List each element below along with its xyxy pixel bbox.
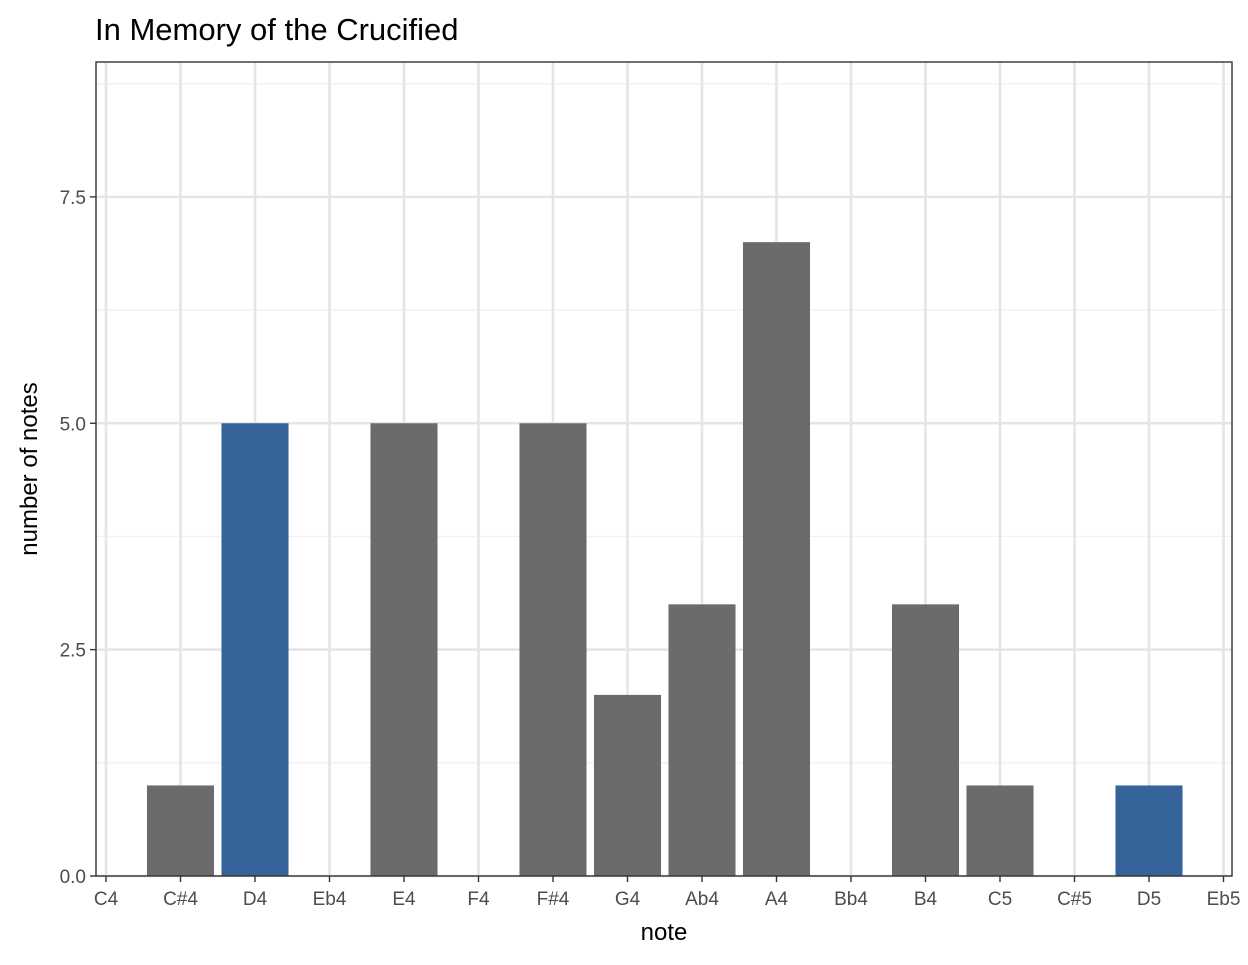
x-tick-label: B4 <box>914 889 938 910</box>
x-tick-label: C4 <box>94 889 119 910</box>
x-tick-label: D4 <box>243 889 268 910</box>
x-axis: C4 C#4 D4 Eb4 E4 F4 F#4 G4 Ab4 A4 Bb4 B4 C5 C#5 D5 Eb5 <box>94 876 1241 910</box>
x-tick-label: C5 <box>988 889 1012 910</box>
x-tick-label: Ab4 <box>685 889 719 910</box>
y-tick-label: 2.5 <box>60 641 86 662</box>
bars <box>146 242 1183 876</box>
bar-csharp4 <box>146 785 215 876</box>
bar-c5 <box>966 785 1034 876</box>
x-tick-label: Bb4 <box>834 889 868 910</box>
panel-border <box>95 61 1233 877</box>
bar-a4 <box>742 242 811 876</box>
x-tick-label: D5 <box>1137 889 1161 910</box>
x-tick-label: G4 <box>615 889 641 910</box>
x-tick-label: E4 <box>392 889 416 910</box>
bar-b4 <box>891 604 960 876</box>
y-tick-label: 5.0 <box>60 414 86 435</box>
y-axis: 0.0 2.5 5.0 7.5 <box>60 188 96 888</box>
x-tick-label: C#5 <box>1057 889 1092 910</box>
x-tick-label: C#4 <box>163 889 198 910</box>
bar-d5 <box>1115 785 1183 876</box>
y-axis-label: number of notes <box>16 382 43 555</box>
x-tick-label: Eb5 <box>1207 889 1241 910</box>
bar-ab4 <box>668 604 736 876</box>
y-tick-label: 0.0 <box>60 867 86 888</box>
x-axis-label: note <box>641 919 688 946</box>
x-tick-label: F4 <box>467 889 490 910</box>
bar-fsharp4 <box>519 423 587 876</box>
bar-g4 <box>593 694 662 876</box>
chart-title: In Memory of the Crucified <box>95 12 459 47</box>
bar-e4 <box>370 423 438 876</box>
bar-d4 <box>221 423 289 876</box>
x-tick-label: F#4 <box>537 889 570 910</box>
x-tick-label: A4 <box>765 889 789 910</box>
x-tick-label: Eb4 <box>313 889 347 910</box>
y-tick-label: 7.5 <box>60 188 86 209</box>
